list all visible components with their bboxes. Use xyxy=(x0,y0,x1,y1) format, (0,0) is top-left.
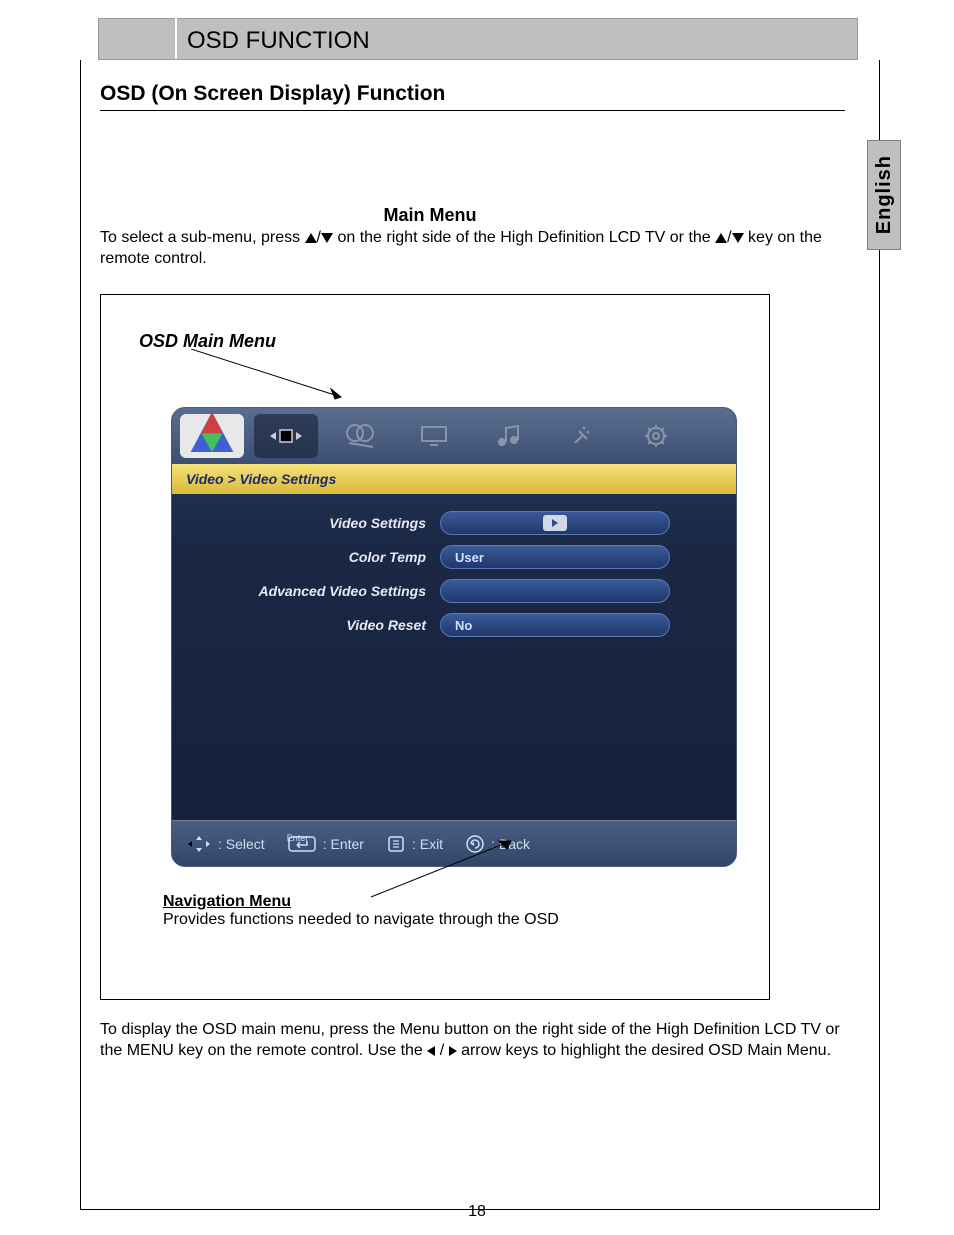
setting-value: User xyxy=(455,550,484,565)
section-heading: OSD (On Screen Display) Function xyxy=(100,82,445,106)
triangle-up-icon xyxy=(305,233,317,243)
osd-panel: Video > Video Settings Video Settings Co… xyxy=(171,407,737,867)
figure-box: OSD Main Menu xyxy=(100,294,770,1000)
bottom-para-2: arrow keys to highlight the desired OSD … xyxy=(461,1042,831,1059)
nav-menu-callout: Navigation Menu Provides functions neede… xyxy=(163,893,559,929)
tab-video-icon[interactable] xyxy=(180,414,244,458)
setting-value-pill[interactable] xyxy=(440,511,670,535)
nav-menu-title: Navigation Menu xyxy=(163,893,559,911)
page-number: 18 xyxy=(0,1203,954,1221)
language-tab: English xyxy=(867,140,901,250)
header-title: OSD FUNCTION xyxy=(177,27,370,59)
mainmenu-title: Main Menu xyxy=(100,205,760,226)
plug-icon xyxy=(569,423,595,449)
header-bar: OSD FUNCTION xyxy=(98,18,858,60)
tab-row xyxy=(172,408,736,464)
triangle-down-icon xyxy=(732,233,744,243)
bottom-paragraph: To display the OSD main menu, press the … xyxy=(100,1020,840,1062)
setting-row[interactable]: Color Temp User xyxy=(190,542,718,572)
tab-pc-icon[interactable] xyxy=(402,414,466,458)
setting-row[interactable]: Video Reset No xyxy=(190,610,718,640)
tab-movie-icon[interactable] xyxy=(328,414,392,458)
enter-arrow-icon xyxy=(543,515,567,531)
gear-icon xyxy=(643,423,669,449)
tab-audio-icon[interactable] xyxy=(476,414,540,458)
triangle-up-icon xyxy=(715,233,727,243)
setting-label: Video Reset xyxy=(190,617,440,633)
setting-value-pill[interactable]: No xyxy=(440,613,670,637)
settings-area: Video Settings Color Temp User Advanced … xyxy=(172,494,736,640)
setting-value-pill[interactable] xyxy=(440,579,670,603)
setting-value: No xyxy=(455,618,472,633)
tab-display-icon[interactable] xyxy=(254,414,318,458)
nav-select: : Select xyxy=(186,835,265,853)
triangle-right-icon xyxy=(449,1046,457,1056)
callout-arrow-top xyxy=(191,349,351,409)
nav-enter-label: : Enter xyxy=(323,836,364,852)
mainmenu-desc: To select a sub-menu, press / on the rig… xyxy=(100,228,840,270)
enter-small-label: Enter xyxy=(287,833,309,843)
nav-menu-desc: Provides functions needed to navigate th… xyxy=(163,911,559,929)
setting-row[interactable]: Advanced Video Settings xyxy=(190,576,718,606)
setting-row[interactable]: Video Settings xyxy=(190,508,718,538)
setting-label: Color Temp xyxy=(190,549,440,565)
osd-breadcrumb: Video > Video Settings xyxy=(172,464,736,494)
mainmenu-desc-mid: on the right side of the High Definition… xyxy=(337,229,715,246)
mainmenu-desc-pre: To select a sub-menu, press xyxy=(100,229,305,246)
setting-value-pill[interactable]: User xyxy=(440,545,670,569)
tab-connect-icon[interactable] xyxy=(550,414,614,458)
nav-select-label: : Select xyxy=(218,836,265,852)
tab-settings-icon[interactable] xyxy=(624,414,688,458)
monitor-icon xyxy=(420,425,448,447)
language-label: English xyxy=(873,155,896,234)
dpad-icon xyxy=(186,835,212,853)
triangle-down-icon xyxy=(321,233,333,243)
triangle-left-icon xyxy=(427,1046,435,1056)
music-note-icon xyxy=(494,424,522,448)
rgb-triangle-icon xyxy=(180,407,244,468)
breadcrumb-text: Video > Video Settings xyxy=(186,471,336,487)
setting-label: Advanced Video Settings xyxy=(190,583,440,599)
setting-label: Video Settings xyxy=(190,515,440,531)
nav-enter: Enter : Enter xyxy=(287,835,364,853)
heading-rule xyxy=(100,110,845,111)
header-spacer xyxy=(99,17,177,59)
arrows-screen-icon xyxy=(268,426,304,446)
film-reel-icon xyxy=(345,423,375,449)
